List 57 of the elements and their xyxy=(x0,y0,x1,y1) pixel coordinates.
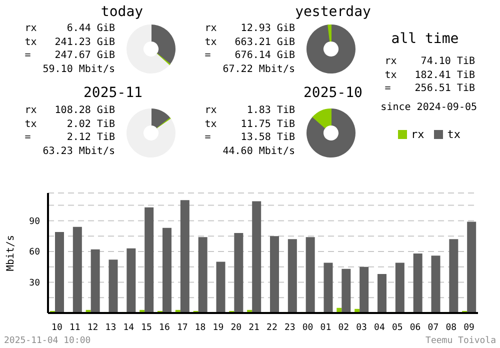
text: rx 74.10 TiB xyxy=(384,55,475,68)
x-tick-label: 23 xyxy=(284,323,296,333)
x-tick-label: 01 xyxy=(320,323,332,333)
text: = 676.14 GiB xyxy=(204,49,295,62)
x-tick-label: 00 xyxy=(302,323,314,333)
text: rx 108.28 GiB xyxy=(24,104,115,118)
x-tick-label: 20 xyxy=(230,323,242,333)
y-tick-label: 60 xyxy=(29,248,40,258)
x-tick-label: 18 xyxy=(194,323,206,333)
x-tick-label: 11 xyxy=(69,323,80,333)
chart-title: today xyxy=(100,4,144,20)
text: = 2.12 TiB xyxy=(24,131,115,144)
x-tick-label: 21 xyxy=(248,323,260,333)
text: all time xyxy=(390,31,460,47)
text: rx 6.44 GiB xyxy=(24,22,115,36)
y-tick-label: 30 xyxy=(29,278,40,288)
text: tx 182.41 TiB xyxy=(384,68,475,82)
x-tick-label: 22 xyxy=(266,323,278,333)
legend-label: tx xyxy=(447,128,460,141)
text: rx 12.93 GiB xyxy=(204,22,295,36)
x-tick-label: 06 xyxy=(410,323,421,333)
y-axis-title: Mbit/s xyxy=(6,234,17,272)
text: = 13.58 TiB xyxy=(204,131,295,144)
y-tick-label: 90 xyxy=(29,216,40,227)
text: 44.60 Mbit/s xyxy=(222,144,295,158)
text: = 256.51 TiB xyxy=(384,82,475,96)
text: 59.10 Mbit/s xyxy=(42,62,115,76)
x-tick-label: 13 xyxy=(105,323,116,333)
text: tx 241.23 GiB xyxy=(24,36,115,49)
x-tick-label: 17 xyxy=(176,323,188,333)
x-tick-label: 04 xyxy=(374,323,385,333)
x-tick-label: 09 xyxy=(464,323,474,333)
x-tick-label: 02 xyxy=(338,323,350,333)
text: tx 11.75 TiB xyxy=(204,118,295,131)
x-tick-label: 10 xyxy=(52,323,62,333)
x-tick-label: 16 xyxy=(159,323,170,333)
x-tick-label: 15 xyxy=(141,323,152,333)
chart-title: 2025-10 xyxy=(302,85,364,101)
text: 67.22 Mbit/s xyxy=(222,62,295,76)
x-tick-label: 07 xyxy=(428,323,439,333)
x-tick-label: 12 xyxy=(87,323,98,333)
text: Teemu Toivola xyxy=(426,336,496,346)
x-tick-label: 19 xyxy=(212,323,224,333)
text: 2025-11-04 10:00 xyxy=(4,336,91,346)
chart-title: yesterday xyxy=(294,4,372,20)
text: 63.23 Mbit/s xyxy=(42,144,115,158)
text: rx 1.83 TiB xyxy=(204,104,295,118)
text: = 247.67 GiB xyxy=(24,49,115,62)
text: tx 663.21 GiB xyxy=(204,36,295,49)
x-tick-label: 03 xyxy=(356,323,367,333)
x-tick-label: 08 xyxy=(446,323,457,333)
legend-label: rx xyxy=(411,128,424,141)
text: since 2024-09-05 xyxy=(380,101,477,114)
chart-title: 2025-11 xyxy=(82,85,144,101)
text: tx 2.02 TiB xyxy=(24,118,115,131)
x-tick-label: 05 xyxy=(392,323,403,333)
x-tick-label: 14 xyxy=(123,323,134,333)
